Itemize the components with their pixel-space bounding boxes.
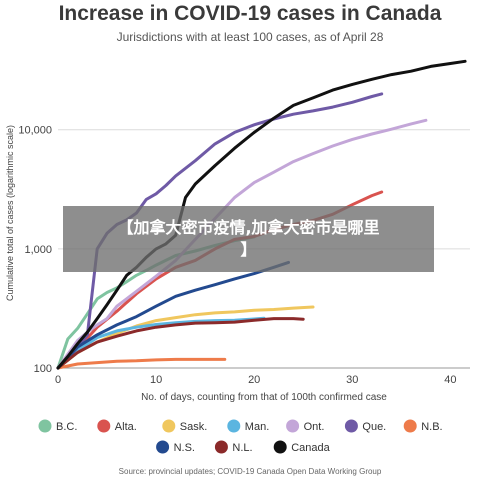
legend-item: Canada xyxy=(273,440,331,454)
chart-source: Source: provincial updates; COVID-19 Can… xyxy=(118,467,382,476)
legend-label: Man. xyxy=(245,421,269,433)
series-line-canada xyxy=(56,59,467,370)
legend-label: N.L. xyxy=(232,442,252,454)
x-tick-label: 20 xyxy=(248,374,260,386)
chart-subtitle: Jurisdictions with at least 100 cases, a… xyxy=(116,30,384,44)
legend-swatch xyxy=(38,419,52,433)
overlay-text-line-2: 】 xyxy=(240,240,257,259)
legend-item: N.S. xyxy=(156,440,195,454)
legend-swatch xyxy=(162,419,176,433)
chart-title: Increase in COVID-19 cases in Canada xyxy=(58,2,442,25)
legend-label: N.S. xyxy=(174,442,195,454)
legend-swatch xyxy=(286,419,300,433)
legend-item: Sask. xyxy=(162,419,208,433)
legend-label: Alta. xyxy=(115,421,137,433)
x-tick-label: 0 xyxy=(55,374,61,386)
legend-swatch xyxy=(156,440,170,454)
x-tick-label: 30 xyxy=(346,374,358,386)
legend-label: N.B. xyxy=(421,421,442,433)
x-tick-label: 10 xyxy=(150,374,162,386)
legend-label: Que. xyxy=(362,421,386,433)
legend-item: N.L. xyxy=(214,440,253,454)
title-overlay-banner: 【加拿大密市疫情,加拿大密市是哪里 】 xyxy=(63,206,434,272)
legend-item: Alta. xyxy=(97,419,137,433)
legend-swatch xyxy=(227,419,241,433)
overlay-text-line-1: 【加拿大密市疫情,加拿大密市是哪里 xyxy=(117,218,380,237)
series-line-man xyxy=(56,316,266,370)
y-tick-label: 1,000 xyxy=(24,244,52,256)
legend-swatch xyxy=(403,419,417,433)
legend-swatch xyxy=(214,440,228,454)
x-tick-label: 40 xyxy=(444,374,456,386)
legend-item: B.C. xyxy=(38,419,77,433)
series-line-nl xyxy=(56,317,305,370)
y-tick-label: 10,000 xyxy=(18,125,52,137)
legend-item: Que. xyxy=(344,419,386,433)
legend-swatch xyxy=(97,419,111,433)
legend-item: Man. xyxy=(227,419,269,433)
legend-label: Ont. xyxy=(304,421,325,433)
legend-label: Sask. xyxy=(180,421,208,433)
y-tick-label: 100 xyxy=(34,363,52,375)
legend-swatch xyxy=(344,419,358,433)
legend-item: Ont. xyxy=(286,419,325,433)
x-axis-label: No. of days, counting from that of 100th… xyxy=(141,392,387,403)
legend-label: Canada xyxy=(291,442,330,454)
legend-swatch xyxy=(273,440,287,454)
legend-label: B.C. xyxy=(56,421,77,433)
y-axis-label: Cumulative total of cases (logarithmic s… xyxy=(5,125,15,301)
series-line-nb xyxy=(56,357,227,370)
legend-item: N.B. xyxy=(403,419,443,433)
series-line-ns xyxy=(56,260,290,370)
